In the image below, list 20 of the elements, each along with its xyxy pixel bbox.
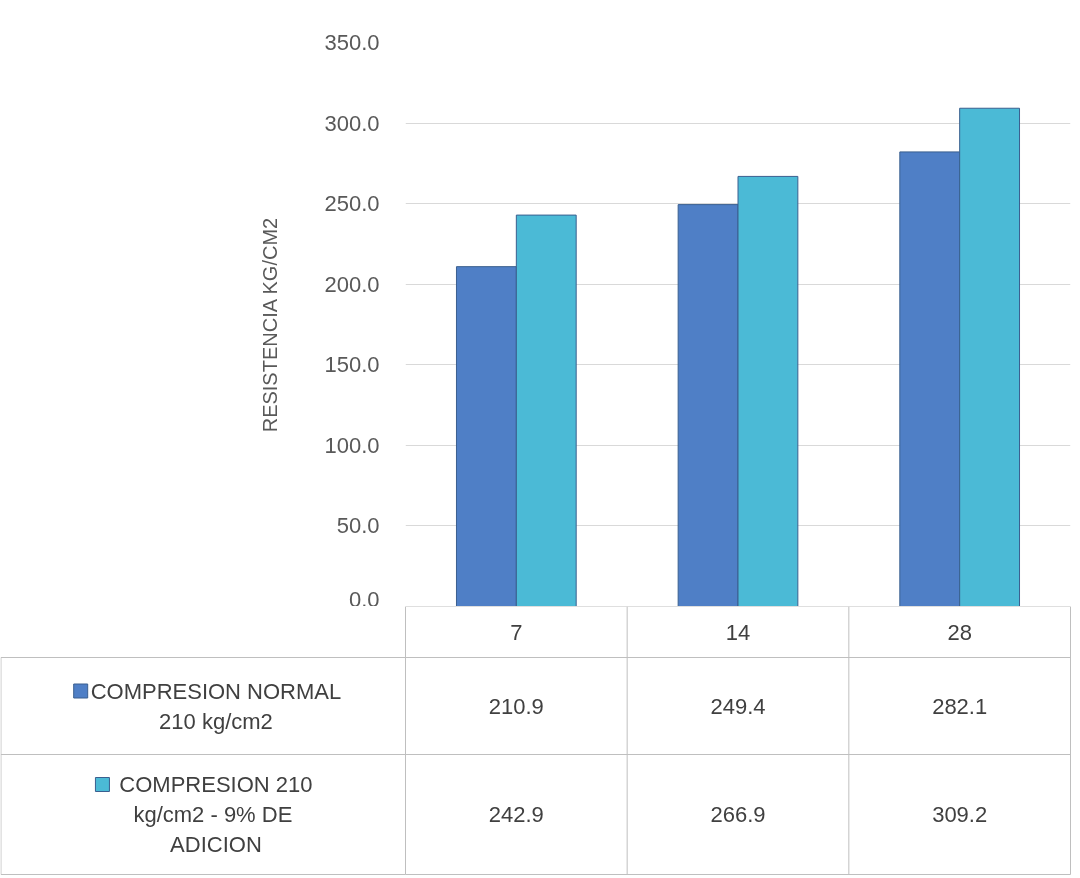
y-tick-label: 300.0 bbox=[324, 110, 380, 136]
x-tick-label: 28 bbox=[947, 619, 972, 645]
legend-label: COMPRESION 210 kg/cm2 - 9% DE ADICION bbox=[119, 772, 313, 857]
data-label: 309.2 bbox=[932, 802, 988, 827]
y-tick-label: 100.0 bbox=[324, 432, 380, 458]
y-tick-label: 50.0 bbox=[336, 513, 380, 539]
y-tick-label: 250.0 bbox=[324, 191, 380, 217]
data-label: 249.4 bbox=[710, 693, 766, 719]
y-tick-label: 150.0 bbox=[324, 352, 380, 378]
x-tick-label: 7 bbox=[510, 619, 523, 645]
data-label: 282.1 bbox=[932, 693, 988, 719]
y-tick-label: 350.0 bbox=[324, 30, 380, 55]
legend-label: COMPRESION NORMAL 210 kg/cm2 bbox=[90, 678, 342, 734]
data-label: 210.9 bbox=[488, 693, 544, 719]
data-label: 266.9 bbox=[710, 802, 766, 827]
x-tick-label: 14 bbox=[725, 619, 751, 645]
y-tick-label: 200.0 bbox=[324, 271, 380, 297]
y-tick-label: 0.0 bbox=[348, 586, 380, 612]
data-label: 242.9 bbox=[488, 802, 544, 827]
y-axis-title: RESISTENCIA KG/CM2 bbox=[259, 217, 282, 433]
